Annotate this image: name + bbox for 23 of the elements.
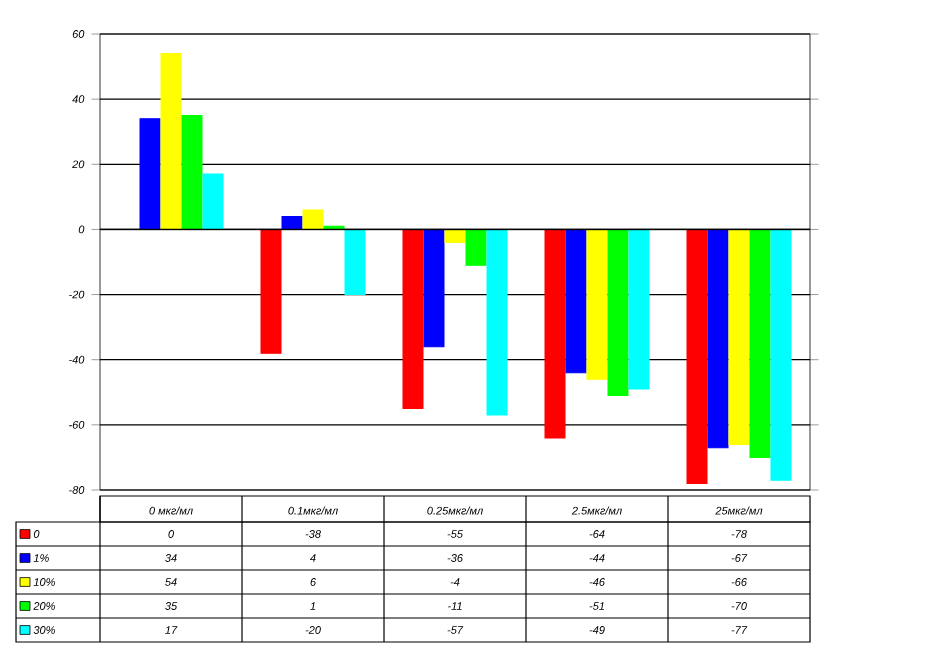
bar	[160, 53, 182, 230]
bar	[607, 228, 629, 397]
bar	[707, 228, 729, 449]
bar	[628, 228, 650, 390]
bar	[423, 228, 445, 348]
bar	[465, 228, 487, 266]
bar	[586, 228, 608, 380]
bar	[344, 228, 366, 296]
bar	[260, 228, 282, 354]
bar	[281, 215, 303, 230]
bar	[181, 114, 203, 230]
bar	[544, 228, 566, 439]
bar	[770, 228, 792, 481]
bar	[402, 228, 424, 410]
bar	[444, 228, 466, 243]
bar	[486, 228, 508, 416]
bar	[686, 228, 708, 484]
bar	[749, 228, 771, 458]
bar	[139, 118, 161, 230]
bar	[302, 209, 324, 230]
bar	[565, 228, 587, 374]
bar	[728, 228, 750, 445]
bar	[202, 173, 224, 230]
